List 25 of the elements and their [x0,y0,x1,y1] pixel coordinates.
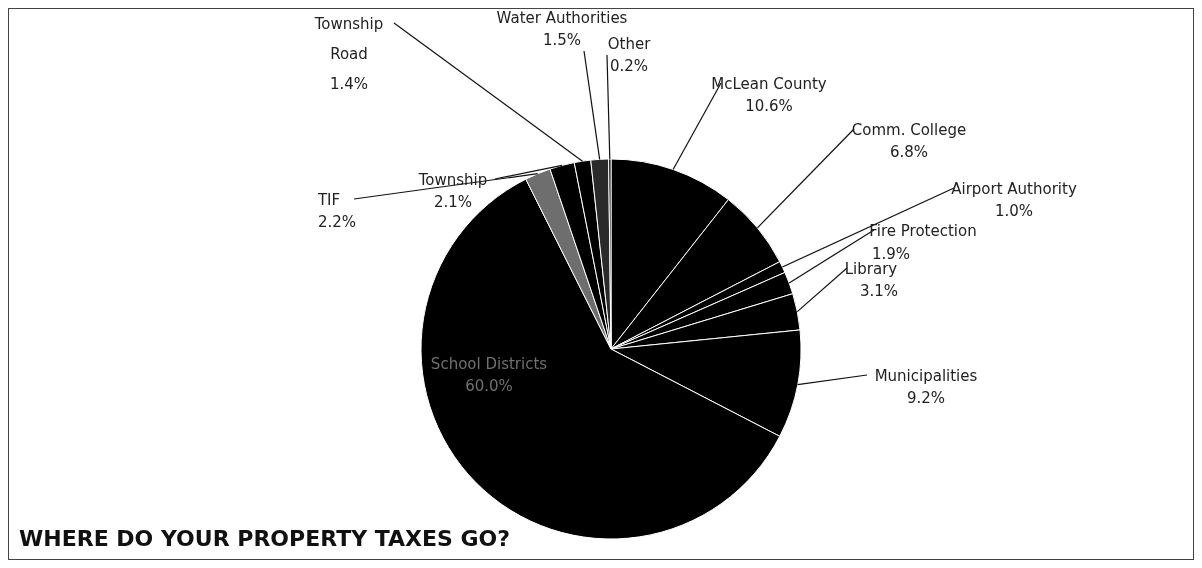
data-label: 10.6% [745,97,793,115]
slice-label: Fire Protection [869,222,977,240]
data-label: 3.1% [859,282,899,300]
slice-label: Comm. College [851,121,967,139]
slice-label: Water Authorities [496,9,628,27]
slice-label: Township [417,171,488,189]
slice-label: Other [607,35,652,53]
slice-label: Township Road [313,15,384,63]
slice-label: Library [844,260,898,278]
data-label: 2.2% [317,213,357,231]
text: WHERE DO YOUR PROPERTY TAXES GO? [19,526,511,551]
data-label: 1.5% [542,31,582,49]
data-label: 2.1% [433,193,473,211]
data-label: 1.0% [994,202,1034,220]
slice-label: TIF [316,191,341,209]
data-label: 1.9% [871,245,911,263]
data-label: 9.2% [906,389,946,407]
slice-label: School Districts [430,355,548,373]
data-label: 60.0% [465,377,513,395]
slice-label: Municipalities [874,367,978,385]
slice-label: McLean County [711,75,827,93]
slice-label: Airport Authority [951,180,1077,198]
data-label: 6.8% [889,143,929,161]
data-label: 0.2% [609,57,649,75]
data-label: 1.4% [329,75,369,93]
